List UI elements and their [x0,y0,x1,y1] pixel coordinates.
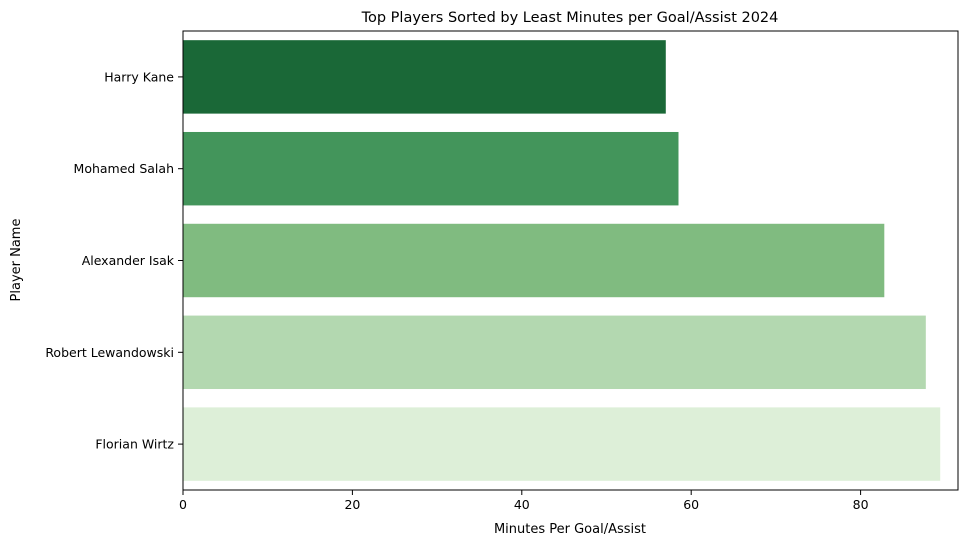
chart-title: Top Players Sorted by Least Minutes per … [361,10,779,26]
bar-harry-kane [183,40,666,114]
x-tick-label: 80 [853,497,869,512]
plot-frame [182,30,959,491]
bar-alexander-isak [183,223,885,298]
x-tick-label: 0 [179,497,187,512]
y-axis-label: Player Name [9,219,24,302]
bar-robert-lewandowski [183,315,926,390]
y-tick-label: Florian Wirtz [95,437,174,452]
bar-mohamed-salah [183,131,679,206]
x-tick-label: 60 [683,497,699,512]
bar-florian-wirtz [183,407,941,481]
y-tick-label: Robert Lewandowski [45,345,174,360]
y-tick-labels: Harry Kane Mohamed Salah Alexander Isak Rob… [45,69,183,452]
x-ticks: 0 20 40 60 80 [179,490,869,512]
bars-group [183,40,941,481]
x-axis-label: Minutes Per Goal/Assist [494,522,646,537]
x-tick-label: 40 [514,497,530,512]
y-tick-label: Harry Kane [104,69,174,84]
y-tick-label: Mohamed Salah [74,161,174,176]
x-tick-label: 20 [344,497,360,512]
y-tick-label: Alexander Isak [82,253,175,268]
